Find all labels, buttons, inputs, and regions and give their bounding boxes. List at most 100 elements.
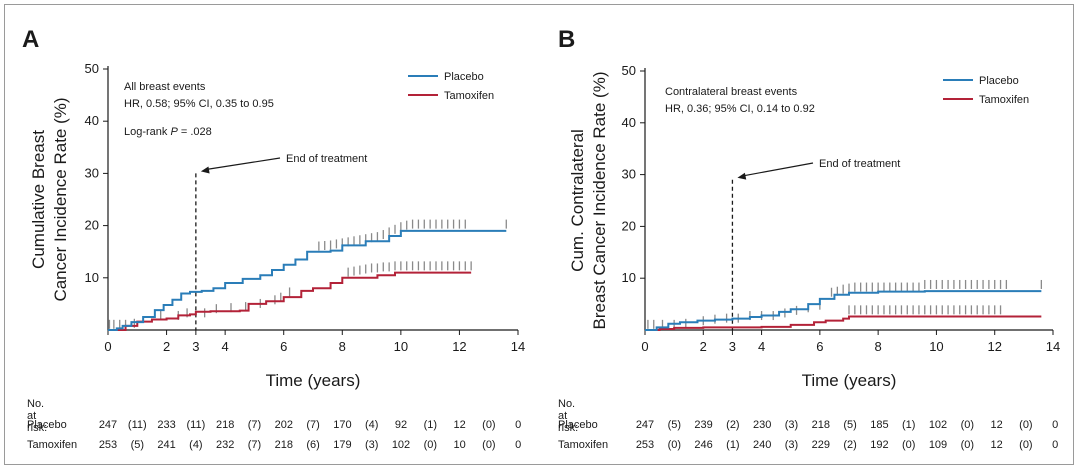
risk-cell: (1) xyxy=(901,419,916,431)
x-tick-label: 3 xyxy=(192,339,199,354)
risk-cell: 241 xyxy=(157,439,176,451)
risk-cell: 92 xyxy=(394,419,408,431)
end-of-treatment-arrow xyxy=(206,157,281,170)
risk-cell: 232 xyxy=(216,439,235,451)
y-tick-label: 30 xyxy=(85,165,99,180)
x-tick-label: 4 xyxy=(222,339,229,354)
annotation-text: Contralateral breast events xyxy=(665,86,798,98)
x-tick-label: 14 xyxy=(1046,339,1060,354)
x-tick-label: 10 xyxy=(929,339,943,354)
end-of-treatment-arrow xyxy=(743,162,814,177)
y-axis-label: Breast Cancer Incidence Rate (%) xyxy=(590,72,609,330)
risk-cell: 202 xyxy=(274,419,293,431)
annotation-text: HR, 0.58; 95% CI, 0.35 to 0.95 xyxy=(124,98,274,110)
risk-cell: 102 xyxy=(391,439,411,451)
x-tick-label: 8 xyxy=(339,339,346,354)
risk-cell: 218 xyxy=(811,419,830,431)
legend-label-tamoxifen: Tamoxifen xyxy=(444,90,494,102)
x-tick-label: 0 xyxy=(641,339,648,354)
risk-cell: 12 xyxy=(990,439,1003,451)
panel-a-letter: A xyxy=(22,26,40,53)
risk-table-title: No. at risk: xyxy=(558,398,579,434)
risk-cell: (0) xyxy=(482,439,496,451)
risk-cell: 253 xyxy=(98,439,118,451)
x-tick-label: 3 xyxy=(729,339,736,354)
y-tick-label: 50 xyxy=(85,61,99,76)
series-line-tamoxifen xyxy=(645,315,1042,331)
x-tick-label: 12 xyxy=(452,339,466,354)
risk-cell: 0 xyxy=(1052,439,1059,451)
x-axis-label: Time (years) xyxy=(266,371,361,390)
risk-cell: 10 xyxy=(453,439,466,451)
risk-cell: 109 xyxy=(928,439,948,451)
risk-cell: (6) xyxy=(306,439,320,451)
y-tick-label: 50 xyxy=(622,63,636,78)
risk-cell: 192 xyxy=(870,439,889,451)
x-tick-label: 2 xyxy=(700,339,707,354)
risk-cell: (2) xyxy=(843,439,857,451)
risk-cell: 230 xyxy=(753,419,772,431)
x-tick-label: 6 xyxy=(280,339,287,354)
y-tick-label: 40 xyxy=(622,115,636,130)
series-line-placebo xyxy=(108,229,507,331)
risk-cell: 247 xyxy=(98,419,118,431)
panel-a: A 10 20 30 40 50 0 2 3 4 6 8 10 12 14 Time (years) Cumu… xyxy=(22,26,525,451)
panel-b-letter: B xyxy=(558,26,576,53)
panel-b: B 10 20 30 40 50 0 2 3 4 6 8 10 12 14 Time (years) Cum.… xyxy=(540,0,1080,471)
series-line-placebo xyxy=(645,290,1042,331)
risk-cell: 233 xyxy=(157,419,176,431)
x-tick-label: 14 xyxy=(511,339,525,354)
risk-cell: (7) xyxy=(247,439,262,451)
annotation-text: All breast events xyxy=(124,81,206,93)
risk-cell: 12 xyxy=(453,419,466,431)
risk-cell: (7) xyxy=(306,419,320,431)
risk-cell: 170 xyxy=(333,419,352,431)
risk-cell: (0) xyxy=(667,439,682,451)
figure-frame xyxy=(4,4,1074,465)
panel-a-chart: 10 20 30 40 50 0 2 3 4 6 8 10 12 14 Time (years) Cumula… xyxy=(29,61,525,390)
risk-cell: 247 xyxy=(635,419,655,431)
risk-cell: (0) xyxy=(423,439,438,451)
y-axis-label: Cancer Incidence Rate (%) xyxy=(51,97,70,301)
risk-cell: 239 xyxy=(694,419,713,431)
risk-cell: 0 xyxy=(1052,419,1059,431)
y-tick-label: 40 xyxy=(85,113,99,128)
x-tick-label: 8 xyxy=(875,339,882,354)
risk-row-label: Placebo xyxy=(558,419,598,431)
risk-cell: (1) xyxy=(726,439,740,451)
logrank-text: Log-rank P = .028 xyxy=(124,126,212,138)
risk-cell: 0 xyxy=(515,419,522,431)
risk-cell: (3) xyxy=(784,419,799,431)
risk-cell: 229 xyxy=(811,439,830,451)
y-tick-label: 30 xyxy=(622,167,636,182)
annotation-text: HR, 0.36; 95% CI, 0.14 to 0.92 xyxy=(665,103,815,115)
end-of-treatment-label: End of treatment xyxy=(286,153,367,165)
risk-cell: (11) xyxy=(186,419,206,431)
risk-cell: 246 xyxy=(694,439,713,451)
x-tick-label: 2 xyxy=(163,339,170,354)
risk-row-label: Tamoxifen xyxy=(27,439,78,451)
risk-cell: 12 xyxy=(990,419,1003,431)
x-axis-label: Time (years) xyxy=(802,371,897,390)
y-tick-label: 20 xyxy=(85,218,99,233)
risk-cell: (0) xyxy=(1019,419,1033,431)
legend-label-placebo: Placebo xyxy=(444,71,484,83)
x-tick-label: 4 xyxy=(758,339,765,354)
arrow-head xyxy=(737,172,747,180)
risk-cell: 102 xyxy=(928,419,948,431)
risk-cell: (5) xyxy=(667,419,682,431)
risk-cell: (7) xyxy=(247,419,262,431)
legend-label-tamoxifen: Tamoxifen xyxy=(979,94,1029,106)
risk-cell: 253 xyxy=(635,439,655,451)
risk-cell: 218 xyxy=(274,439,293,451)
risk-cell: (0) xyxy=(1019,439,1033,451)
y-axis-label: Cum. Contralateral xyxy=(568,129,587,272)
series-line-tamoxifen xyxy=(108,271,472,331)
risk-cell: (0) xyxy=(960,439,975,451)
end-of-treatment-label: End of treatment xyxy=(819,158,900,170)
y-tick-label: 20 xyxy=(622,218,636,233)
risk-table-title: No. at risk: xyxy=(27,398,48,434)
risk-cell: (1) xyxy=(423,419,438,431)
x-tick-label: 10 xyxy=(394,339,408,354)
risk-cell: (0) xyxy=(901,439,916,451)
